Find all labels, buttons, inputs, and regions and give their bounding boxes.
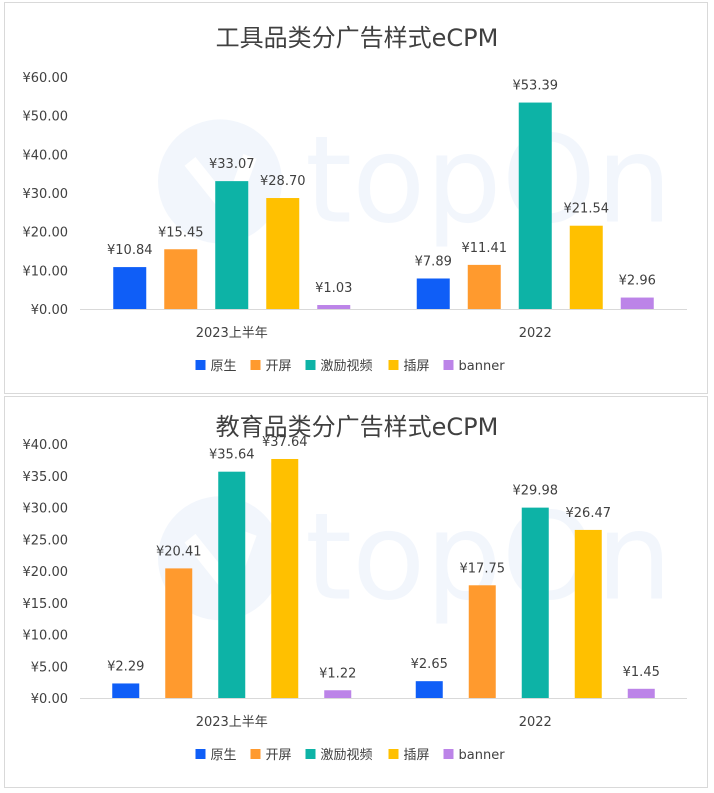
y-tick-label: ¥0.00 [31, 303, 68, 318]
legend-swatch [195, 360, 206, 370]
y-tick-label: ¥40.00 [23, 438, 69, 453]
legend-label: 激励视频 [321, 748, 373, 763]
legend-label: 插屏 [404, 359, 430, 374]
legend-item: 开屏 [250, 748, 292, 763]
legend-item: banner [443, 359, 506, 374]
category-label: 2022 [519, 715, 552, 730]
legend-swatch [195, 749, 206, 759]
legend-label: banner [459, 359, 506, 374]
data-label: ¥17.75 [460, 561, 506, 576]
y-tick-label: ¥30.00 [23, 187, 69, 202]
legend-swatch [443, 749, 454, 759]
data-label: ¥29.98 [513, 484, 559, 499]
chart-education-svg: topOn教育品类分广告样式eCPM¥0.00¥5.00¥10.00¥15.00… [23, 413, 687, 763]
chart-panel-education: topOn 教育品类分广告样式eCPM ¥0.00 ¥5.00 ¥10.00 ¥15.00… [4, 396, 708, 788]
chart-tools-svg: topOn 工具品类分广告样式eCPM ¥0.00 ¥10.00 ¥20.00 ¥30.0… [23, 24, 687, 374]
legend-swatch [305, 360, 316, 370]
bar [218, 471, 246, 698]
legend-label: 激励视频 [321, 359, 373, 374]
category-label: 2022 [519, 326, 552, 341]
data-label: ¥28.70 [260, 174, 306, 189]
legend-item: banner [443, 748, 506, 763]
chart-panel-tools: topOn 工具品类分广告样式eCPM ¥0.00 ¥10.00 ¥20.00 ¥30.0… [4, 2, 708, 394]
data-label: ¥1.22 [319, 666, 356, 681]
data-label: ¥37.64 [262, 435, 308, 450]
bar [113, 267, 147, 309]
y-tick-label: ¥60.00 [23, 71, 69, 86]
y-tick-label: ¥35.00 [23, 470, 69, 485]
data-label: ¥11.41 [462, 241, 508, 256]
bar [468, 585, 496, 698]
legend-item: 插屏 [388, 748, 430, 763]
data-label: ¥2.96 [619, 274, 656, 289]
y-tick-label: ¥10.00 [23, 264, 69, 279]
data-label: ¥21.54 [564, 202, 610, 217]
chart-title: 工具品类分广告样式eCPM [216, 24, 499, 52]
y-tick-label: ¥10.00 [23, 629, 69, 644]
category-label: 2023上半年 [196, 326, 268, 341]
y-tick-label: ¥5.00 [31, 660, 68, 675]
legend-item: 原生 [195, 359, 237, 374]
bar [569, 225, 603, 309]
legend-label: 开屏 [266, 359, 292, 374]
data-label: ¥33.07 [209, 157, 255, 172]
legend-item: 激励视频 [305, 748, 373, 763]
data-label: ¥10.84 [107, 243, 153, 258]
bar [627, 688, 655, 698]
legend-swatch [250, 360, 261, 370]
data-label: ¥15.45 [158, 225, 204, 240]
data-label: ¥20.41 [156, 544, 202, 559]
legend-swatch [250, 749, 261, 759]
bar [112, 683, 140, 698]
y-tick-label: ¥40.00 [23, 148, 69, 163]
bar [164, 249, 198, 309]
bar [215, 181, 249, 309]
bar [324, 690, 352, 698]
data-label: ¥1.03 [315, 281, 352, 296]
bar [271, 458, 299, 698]
legend-swatch [305, 749, 316, 759]
y-tick-label: ¥0.00 [31, 692, 68, 707]
legend-label: banner [459, 748, 506, 763]
legend-swatch [443, 360, 454, 370]
legend-label: 原生 [211, 748, 237, 763]
legend-label: 原生 [211, 359, 237, 374]
legend-label: 开屏 [266, 748, 292, 763]
bar [467, 264, 501, 309]
data-label: ¥53.39 [513, 79, 559, 94]
y-tick-label: ¥50.00 [23, 110, 69, 125]
legend-item: 激励视频 [305, 359, 373, 374]
y-tick-label: ¥15.00 [23, 597, 69, 612]
bar [266, 198, 300, 309]
chart-title: 教育品类分广告样式eCPM [216, 413, 499, 441]
legend-swatch [388, 749, 399, 759]
bar [574, 529, 602, 698]
bar [165, 568, 193, 698]
bar [416, 278, 450, 309]
data-label: ¥2.29 [107, 659, 144, 674]
data-label: ¥35.64 [209, 448, 255, 463]
data-label: ¥1.45 [623, 665, 660, 680]
bar [415, 681, 443, 698]
data-label: ¥7.89 [415, 254, 452, 269]
legend-item: 插屏 [388, 359, 430, 374]
legend-item: 原生 [195, 748, 237, 763]
bar [620, 297, 654, 309]
legend-label: 插屏 [404, 748, 430, 763]
data-label: ¥2.65 [411, 657, 448, 672]
legend-swatch [388, 360, 399, 370]
y-tick-label: ¥25.00 [23, 533, 69, 548]
legend-item: 开屏 [250, 359, 292, 374]
category-label: 2023上半年 [196, 715, 268, 730]
bar [521, 507, 549, 698]
bar [518, 102, 552, 309]
y-tick-label: ¥20.00 [23, 226, 69, 241]
y-tick-label: ¥20.00 [23, 565, 69, 580]
y-tick-label: ¥30.00 [23, 502, 69, 517]
watermark-text: topOn [305, 111, 672, 250]
data-label: ¥26.47 [566, 506, 612, 521]
watermark-logo: topOn [158, 111, 672, 250]
bar [317, 305, 351, 309]
